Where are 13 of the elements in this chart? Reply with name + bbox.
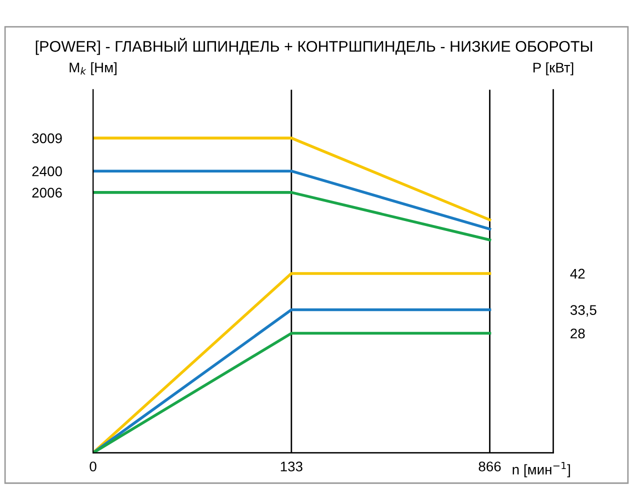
y-axis-title: M$_{k}$ [Нм] — [70, 62, 116, 76]
y-tick-label: 3009 — [32, 133, 62, 144]
y-tick-label: 2400 — [32, 166, 62, 176]
y-tick-label: 2006 — [32, 188, 62, 198]
y2-tick-label: 42 — [570, 268, 585, 278]
x-tick-label: 866 — [478, 462, 501, 472]
x-tick-label: 133 — [280, 462, 302, 472]
y2-tick-label: 28 — [570, 328, 585, 338]
y2-tick-label: 33,5 — [570, 305, 596, 317]
y2-axis-title: P [кВт] — [533, 62, 574, 76]
chart-title: [POWER] - ГЛАВНЫЙ ШПИНДЕЛЬ + КОНТРШПИНДЕЛЬ - НИЗКИЕ ОБОРОТЫ — [36, 38, 592, 55]
x-tick-label: 0 — [90, 462, 96, 472]
x-axis-title: n [мин$^{−1}$] — [512, 462, 570, 478]
